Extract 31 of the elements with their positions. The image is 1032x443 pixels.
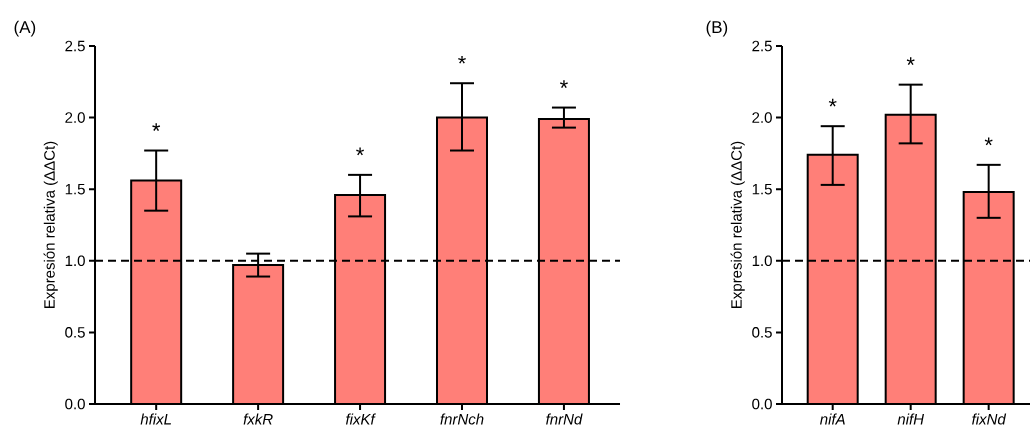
annotation: * bbox=[152, 123, 161, 131]
chart-title: (B) bbox=[706, 20, 728, 37]
annotation: * bbox=[458, 55, 466, 64]
x-tick-label: nifA bbox=[820, 413, 845, 425]
y-tick-label: 2.0 bbox=[65, 112, 85, 123]
y-tick-label: 1.0 bbox=[752, 255, 772, 267]
annotation: * bbox=[906, 57, 915, 66]
y-tick-label: 1.5 bbox=[65, 183, 85, 195]
y-tick-label: 2.0 bbox=[752, 112, 772, 123]
x-tick-label: nifH bbox=[897, 413, 925, 425]
x-tick-label: fnrNd bbox=[546, 413, 583, 425]
x-tick-label: fnrNch bbox=[440, 413, 484, 425]
annotation: * bbox=[984, 137, 993, 146]
x-tick-label: fxkR bbox=[243, 413, 273, 425]
annotation: * bbox=[356, 147, 364, 156]
y-tick-label: 0.0 bbox=[752, 398, 772, 410]
annotation: * bbox=[560, 80, 568, 88]
y-axis-title: Expresión relativa (ΔΔCt) bbox=[43, 141, 58, 308]
x-tick-label: fixKf bbox=[345, 413, 376, 425]
x-tick-label: hfixL bbox=[140, 413, 171, 425]
y-axis-title: Expresión relativa (ΔΔCt) bbox=[730, 141, 745, 308]
y-tick-label: 0.5 bbox=[752, 327, 772, 338]
y-tick-label: 2.5 bbox=[752, 40, 772, 52]
y-tick-label: 1.5 bbox=[752, 183, 772, 195]
x-tick-label: fixNd bbox=[972, 413, 1007, 425]
y-tick-label: 0.5 bbox=[65, 327, 85, 338]
annotation: * bbox=[828, 98, 837, 107]
y-tick-label: 1.0 bbox=[65, 255, 85, 267]
y-tick-label: 2.5 bbox=[65, 40, 85, 52]
y-tick-label: 0.0 bbox=[65, 398, 85, 410]
chart-title: (A) bbox=[14, 20, 36, 37]
